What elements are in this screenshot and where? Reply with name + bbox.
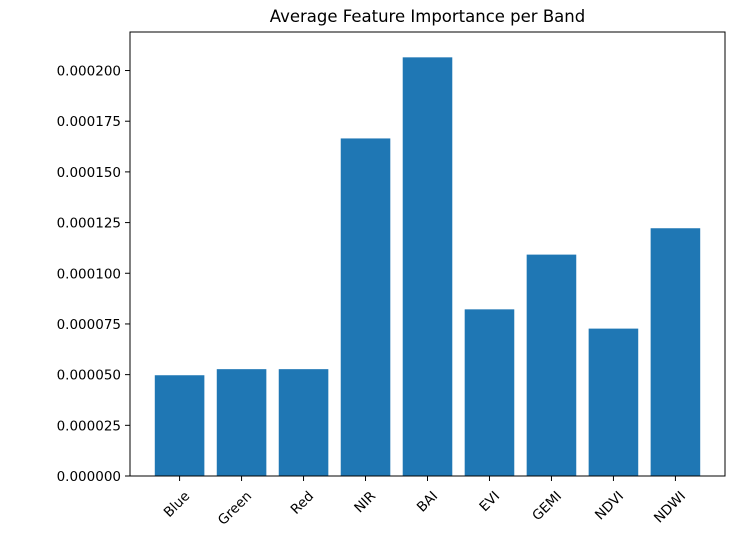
x-tick-label-gemi: GEMI	[529, 488, 565, 524]
bar-nir	[340, 138, 391, 476]
bar-ndvi	[588, 328, 639, 476]
y-tick-label: 0.000150	[57, 165, 121, 181]
chart-title: Average Feature Importance per Band	[270, 7, 585, 26]
x-axis: Blue Green Red NIR BAI EVI GEMI NDVI NDWI	[161, 476, 689, 529]
x-tick-label-red: Red	[288, 488, 317, 517]
x-tick-label-blue: Blue	[161, 488, 193, 520]
y-axis: 0.000000 0.000025 0.000050 0.000075 0.000100…	[57, 64, 130, 485]
x-tick-label-ndwi: NDWI	[651, 488, 689, 526]
x-tick-label-nir: NIR	[351, 488, 379, 516]
x-tick-label-green: Green	[215, 488, 255, 528]
y-tick-label: 0.000125	[57, 216, 121, 232]
y-tick-label: 0.000075	[57, 317, 121, 333]
y-tick-label: 0.000050	[57, 368, 121, 384]
plot-frame	[129, 31, 726, 477]
bar-green	[216, 369, 267, 476]
bars-layer	[154, 57, 701, 477]
x-tick-label-ndvi: NDVI	[592, 488, 627, 523]
bar-ndwi	[650, 228, 701, 476]
bar-blue	[154, 375, 205, 476]
bar-evi	[464, 309, 515, 476]
y-tick-label: 0.000100	[57, 266, 121, 282]
y-tick-label: 0.000200	[57, 64, 121, 80]
y-tick-label: 0.000175	[57, 114, 121, 130]
x-tick-label-bai: BAI	[414, 488, 441, 515]
y-tick-label: 0.000025	[57, 418, 121, 434]
bar-gemi	[526, 254, 577, 476]
bar-red	[278, 369, 329, 476]
y-tick-label: 0.000000	[57, 469, 121, 485]
bar-bai	[402, 57, 453, 477]
x-tick-label-evi: EVI	[476, 488, 503, 515]
